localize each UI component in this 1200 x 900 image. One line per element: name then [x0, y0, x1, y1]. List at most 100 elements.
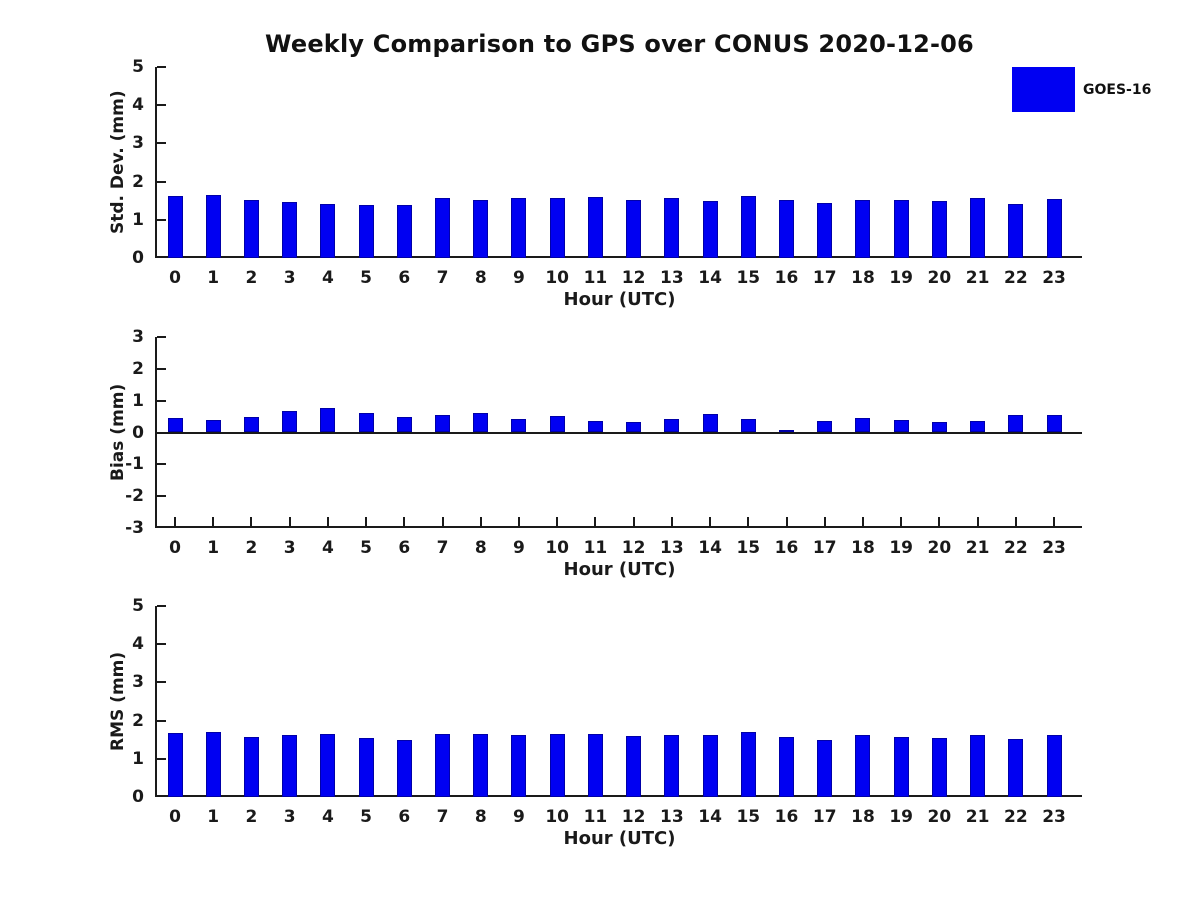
zero-axis-line [157, 431, 1082, 434]
x-tick-label: 5 [360, 807, 373, 827]
x-axis-label: Hour (UTC) [563, 828, 676, 849]
x-tick-label: 2 [245, 538, 258, 558]
x-tick-label: 16 [774, 807, 799, 827]
bar-hour-22 [1008, 738, 1024, 797]
x-tick-label: 23 [1042, 268, 1066, 288]
x-tick-label: 7 [436, 807, 449, 827]
bar-hour-4 [320, 734, 336, 797]
x-tick-label: 13 [660, 807, 684, 827]
bar-hour-15 [740, 419, 756, 433]
x-tick-label: 23 [1042, 538, 1066, 558]
bar-hour-13 [664, 198, 680, 258]
bar-hour-2 [243, 200, 259, 258]
x-tick [900, 517, 903, 526]
y-tick [157, 218, 166, 221]
x-tick-label: 15 [736, 807, 761, 827]
bar-hour-14 [702, 735, 718, 797]
y-tick-label: 0 [132, 787, 144, 807]
bar-hour-4 [320, 407, 336, 433]
x-axis-line [155, 526, 1082, 528]
y-tick [157, 431, 166, 434]
bar-hour-0 [167, 417, 183, 433]
x-tick [1053, 517, 1056, 526]
bar-hour-2 [243, 736, 259, 797]
y-tick-label: 2 [132, 710, 144, 731]
x-tick [594, 517, 597, 526]
x-tick-label: 9 [513, 268, 525, 288]
bar-hour-12 [626, 736, 642, 797]
x-tick-label: 7 [436, 538, 449, 558]
bar-hour-8 [473, 412, 489, 433]
bar-hour-0 [167, 196, 183, 258]
bar-hour-13 [664, 419, 680, 433]
y-tick-label: 1 [132, 748, 144, 769]
y-tick-label: 0 [132, 248, 144, 268]
bar-hour-10 [549, 198, 565, 258]
x-tick [326, 517, 329, 526]
bar-hour-3 [282, 735, 298, 797]
y-tick [157, 605, 166, 607]
x-tick-label: 10 [545, 268, 570, 288]
bar-hour-23 [1046, 415, 1062, 433]
x-tick-label: 22 [1003, 268, 1028, 288]
x-tick-label: 18 [851, 268, 875, 288]
bar-hour-6 [396, 740, 412, 797]
x-tick-label: 17 [812, 807, 837, 827]
bar-hour-21 [970, 735, 986, 797]
y-tick-label: 4 [132, 95, 144, 116]
bar-hour-21 [970, 421, 986, 433]
bar-hour-1 [205, 732, 221, 797]
x-tick-label: 12 [621, 807, 646, 827]
x-tick-label: 17 [812, 538, 837, 558]
x-tick-label: 1 [207, 807, 220, 827]
bar-hour-16 [779, 737, 795, 797]
bar-hour-0 [167, 732, 183, 797]
y-tick [157, 336, 166, 338]
y-tick-label: 2 [132, 171, 144, 192]
x-tick-label: 0 [169, 538, 181, 558]
bar-hour-5 [358, 412, 374, 433]
x-tick-label: 3 [283, 807, 296, 827]
x-tick-label: 6 [398, 807, 411, 827]
y-tick [157, 399, 166, 402]
bar-hour-12 [626, 421, 642, 433]
x-tick-label: 10 [545, 538, 570, 558]
x-tick-label: 11 [583, 538, 608, 558]
bar-hour-3 [282, 411, 298, 433]
bar-hour-4 [320, 203, 336, 258]
bar-hour-7 [435, 733, 451, 797]
x-tick-label: 4 [321, 268, 334, 288]
bar-hour-22 [1008, 204, 1024, 258]
x-tick-label: 12 [621, 538, 646, 558]
bar-hour-18 [855, 199, 871, 258]
x-tick-label: 22 [1003, 807, 1028, 827]
bar-hour-8 [473, 733, 489, 797]
x-tick [785, 517, 788, 526]
y-tick-label: 3 [132, 672, 144, 693]
bar-hour-7 [435, 414, 451, 433]
x-tick [403, 517, 406, 526]
y-axis-line [155, 606, 157, 797]
subplot-rms: RMS (mm) 0 1 2 3 4 5 0 1 2 3 4 5 6 7 8 9 10 11 12 13 14 15 16 17… [108, 596, 1082, 849]
x-tick [709, 517, 712, 526]
x-tick-label: 5 [360, 268, 373, 288]
x-tick-label: 6 [398, 538, 411, 558]
bar-hour-18 [855, 735, 871, 797]
x-tick [823, 517, 826, 526]
x-tick [670, 517, 673, 526]
y-tick [157, 719, 166, 722]
x-tick-label: 8 [474, 807, 487, 827]
y-tick [157, 643, 166, 646]
x-tick-label: 1 [207, 268, 220, 288]
bar-hour-6 [396, 416, 412, 433]
x-tick [479, 517, 482, 526]
x-tick-label: 4 [321, 538, 334, 558]
x-tick-label: 13 [660, 538, 684, 558]
x-tick [288, 517, 291, 526]
y-tick [157, 495, 166, 498]
x-tick-label: 19 [889, 538, 913, 558]
y-tick-label: 3 [132, 327, 144, 347]
y-tick [157, 66, 166, 68]
x-tick-label: 13 [660, 268, 684, 288]
